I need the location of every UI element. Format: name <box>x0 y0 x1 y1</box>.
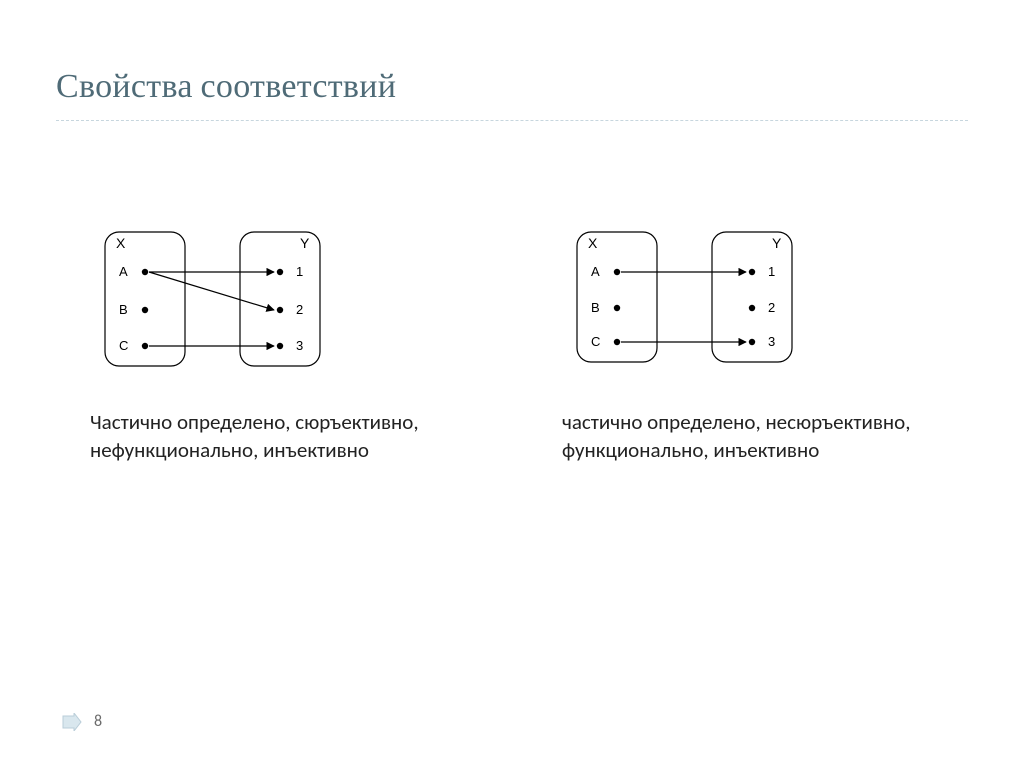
svg-text:Y: Y <box>300 235 310 251</box>
footer-arrow-icon <box>62 713 82 731</box>
svg-text:A: A <box>119 264 128 279</box>
svg-text:2: 2 <box>768 300 775 315</box>
svg-text:C: C <box>119 338 128 353</box>
mapping-diagram-right: X Y A B C 1 2 3 <box>562 220 822 380</box>
svg-text:3: 3 <box>296 338 303 353</box>
diagram-right: X Y A B C 1 2 3 <box>562 220 862 380</box>
slide: Свойства соответствий X Y A B C 1 2 3 Частично … <box>0 0 1024 767</box>
svg-text:3: 3 <box>768 334 775 349</box>
slide-title: Свойства соответствий <box>56 66 968 106</box>
svg-text:1: 1 <box>768 264 775 279</box>
page-number: 8 <box>94 712 102 731</box>
svg-text:X: X <box>588 235 598 251</box>
diagram-right-cell: X Y A B C 1 2 3 частично определено, несюръекти… <box>562 220 1024 465</box>
mapping-diagram-left: X Y A B C 1 2 3 <box>90 220 350 380</box>
svg-text:A: A <box>591 264 600 279</box>
diagrams-row: X Y A B C 1 2 3 Частично определено, сюръективн… <box>0 220 1024 465</box>
svg-text:Y: Y <box>772 235 782 251</box>
svg-text:2: 2 <box>296 302 303 317</box>
svg-text:C: C <box>591 334 600 349</box>
diagram-left-cell: X Y A B C 1 2 3 Частично определено, сюръективн… <box>90 220 552 465</box>
svg-text:X: X <box>116 235 126 251</box>
title-divider <box>56 120 968 121</box>
slide-footer: 8 <box>62 712 102 731</box>
caption-right: частично определено, несюръективно, функ… <box>562 408 922 465</box>
caption-left: Частично определено, сюръективно, нефунк… <box>90 408 450 465</box>
svg-text:B: B <box>591 300 600 315</box>
svg-text:B: B <box>119 302 128 317</box>
title-area: Свойства соответствий <box>56 66 968 121</box>
svg-text:1: 1 <box>296 264 303 279</box>
diagram-left: X Y A B C 1 2 3 <box>90 220 390 380</box>
